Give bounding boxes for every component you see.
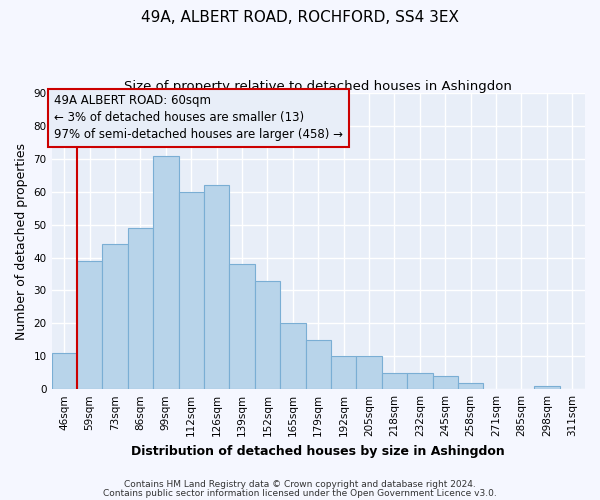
Bar <box>331 356 356 389</box>
Bar <box>204 185 229 389</box>
Text: Contains public sector information licensed under the Open Government Licence v3: Contains public sector information licen… <box>103 488 497 498</box>
Bar <box>407 372 433 389</box>
Bar <box>433 376 458 389</box>
Text: 49A ALBERT ROAD: 60sqm
← 3% of detached houses are smaller (13)
97% of semi-deta: 49A ALBERT ROAD: 60sqm ← 3% of detached … <box>54 94 343 142</box>
Text: Contains HM Land Registry data © Crown copyright and database right 2024.: Contains HM Land Registry data © Crown c… <box>124 480 476 489</box>
Bar <box>458 382 484 389</box>
Y-axis label: Number of detached properties: Number of detached properties <box>15 142 28 340</box>
X-axis label: Distribution of detached houses by size in Ashingdon: Distribution of detached houses by size … <box>131 444 505 458</box>
Bar <box>534 386 560 389</box>
Bar <box>356 356 382 389</box>
Bar <box>179 192 204 389</box>
Bar <box>128 228 153 389</box>
Text: 49A, ALBERT ROAD, ROCHFORD, SS4 3EX: 49A, ALBERT ROAD, ROCHFORD, SS4 3EX <box>141 10 459 25</box>
Title: Size of property relative to detached houses in Ashingdon: Size of property relative to detached ho… <box>124 80 512 93</box>
Bar <box>305 340 331 389</box>
Bar <box>229 264 255 389</box>
Bar <box>382 372 407 389</box>
Bar <box>255 280 280 389</box>
Bar <box>77 261 103 389</box>
Bar <box>153 156 179 389</box>
Bar <box>52 353 77 389</box>
Bar <box>280 324 305 389</box>
Bar <box>103 244 128 389</box>
